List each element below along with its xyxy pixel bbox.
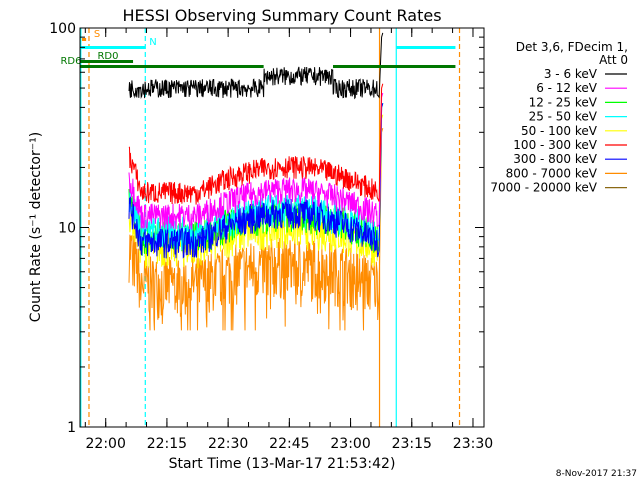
series-line (128, 83, 384, 205)
legend-label: 6 - 12 keV (536, 81, 598, 95)
series-line (128, 103, 384, 259)
series-line (128, 32, 384, 100)
x-tick-label: 22:15 (147, 436, 187, 452)
legend-label: 3 - 6 keV (544, 67, 598, 81)
flag-bar-n-1 (396, 46, 456, 49)
plot-area: S N RD0 RD6 (60, 28, 461, 427)
series-line (128, 127, 384, 331)
y-axis-label: Count Rate (s⁻¹ detector⁻¹) (28, 132, 44, 322)
legend-header-line-1: Det 3,6, FDecim 1, (516, 40, 628, 54)
flag-bar-rd6-0 (80, 65, 264, 68)
flag-bar-s-0 (82, 38, 87, 41)
x-tick-label: 22:30 (208, 436, 248, 452)
legend-label: 12 - 25 keV (529, 95, 598, 109)
flag-label-n: N (149, 37, 156, 48)
legend-label: 800 - 7000 keV (506, 166, 598, 180)
legend-header-line-2: Att 0 (599, 53, 628, 67)
x-tick-label: 22:00 (86, 436, 126, 452)
legend-label: 7000 - 20000 keV (490, 181, 597, 195)
x-axis-label: Start Time (13-Mar-17 21:53:42) (169, 456, 396, 472)
series-line (128, 92, 384, 230)
legend-label: 300 - 800 keV (513, 152, 597, 166)
x-tick-label: 23:15 (392, 436, 432, 452)
x-tick-label: 22:45 (269, 436, 309, 452)
legend-label: 100 - 300 keV (513, 138, 597, 152)
chart-title: HESSI Observing Summary Count Rates (122, 6, 441, 25)
y-axis: 1 10 100 (49, 21, 484, 436)
x-tick-label: 23:30 (453, 436, 493, 452)
flag-label-rd0: RD0 (97, 51, 118, 62)
x-axis: 22:00 22:15 22:30 22:45 23:00 23:15 23:30 (84, 28, 493, 452)
legend-label: 50 - 100 keV (521, 124, 598, 138)
flag-bar-rd6-1 (333, 65, 456, 68)
flag-label-rd6: RD6 (60, 56, 81, 67)
flag-bar-n-0 (80, 46, 146, 49)
y-tick-label: 10 (58, 221, 76, 237)
flag-bar-rd0-0 (80, 60, 134, 63)
x-tick-label: 23:00 (330, 436, 370, 452)
flag-label-s: S (94, 29, 100, 40)
legend-label: 25 - 50 keV (529, 110, 598, 124)
y-tick-label: 100 (49, 21, 76, 37)
y-tick-label: 1 (67, 420, 76, 436)
footer-date: 8-Nov-2017 21:37 (556, 469, 637, 479)
